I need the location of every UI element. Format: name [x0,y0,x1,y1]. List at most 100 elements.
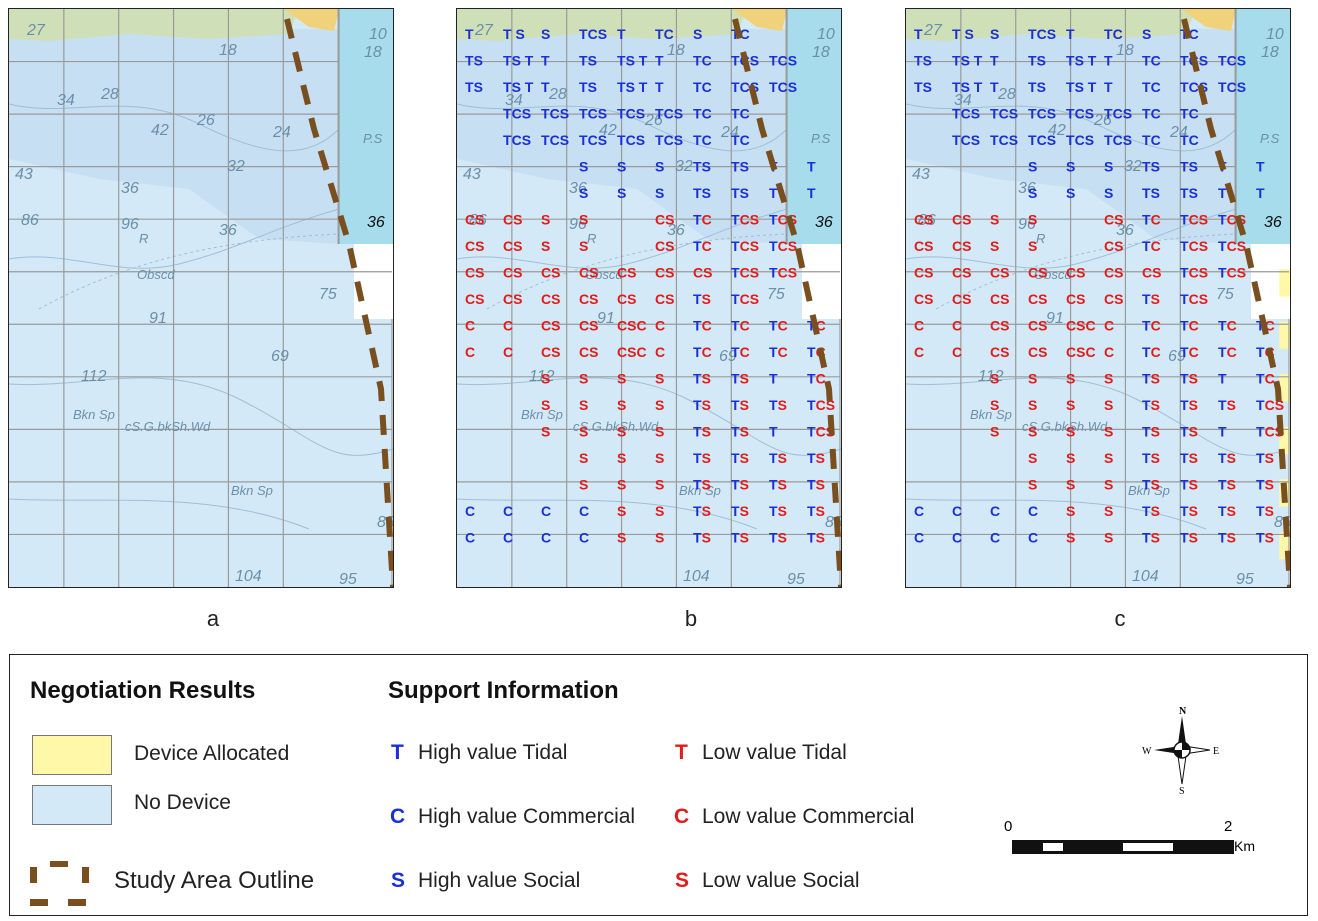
svg-text:S: S [1066,159,1075,175]
svg-text:24: 24 [720,124,739,141]
svg-text:TC: TC [807,371,826,387]
svg-text:36: 36 [1116,222,1134,239]
svg-text:TCS: TCS [769,79,797,95]
svg-text:CS: CS [579,318,598,334]
svg-text:CSC: CSC [617,344,647,360]
svg-text:26: 26 [1093,112,1112,129]
svg-text:36: 36 [219,222,237,239]
high-commercial-label: High value Commercial [418,805,636,828]
no-device-label: No Device [134,791,231,814]
svg-text:TC: TC [693,106,712,122]
svg-text:S: S [617,185,626,201]
low-commercial-label: Low value Commercial [702,805,915,828]
svg-text:S: S [541,238,550,254]
map-panel-c: 2718342826422432364386963691756911285104… [905,8,1291,588]
svg-text:24: 24 [272,124,291,141]
svg-text:TCS: TCS [1180,238,1208,254]
svg-text:CS: CS [579,265,598,281]
svg-text:S: S [990,212,999,228]
svg-text:CS: CS [914,238,933,254]
svg-text:TS: TS [579,53,597,69]
svg-text:CS: CS [1066,291,1085,307]
svg-text:S: S [541,397,550,413]
svg-text:S: S [541,212,550,228]
svg-text:TCS: TCS [1180,212,1208,228]
svg-text:TS: TS [693,477,711,493]
svg-text:TCS: TCS [731,265,759,281]
svg-text:36: 36 [1018,180,1036,197]
svg-text:CS: CS [503,238,522,254]
svg-text:T: T [769,185,778,201]
high-social-letter: S [391,869,406,892]
svg-text:36: 36 [815,214,833,231]
svg-text:C: C [503,503,513,519]
svg-text:C: C [952,318,962,334]
svg-text:TS: TS [693,185,711,201]
svg-text:TCS: TCS [1104,106,1132,122]
low-social-label: Low value Social [702,869,860,892]
svg-text:TCS: TCS [503,106,531,122]
svg-text:C: C [914,503,924,519]
svg-text:TS: TS [1256,450,1274,466]
svg-text:T: T [807,185,816,201]
compass-e: E [1213,746,1219,757]
svg-text:TS: TS [769,450,787,466]
svg-text:32: 32 [1124,158,1142,175]
svg-text:32: 32 [675,158,693,175]
svg-text:S: S [1028,212,1037,228]
support-information-title: Support Information [388,677,619,704]
svg-text:TS: TS [1142,530,1160,546]
svg-text:C: C [655,318,665,334]
svg-text:CS: CS [579,344,598,360]
svg-text:S: S [1104,450,1113,466]
svg-text:26: 26 [196,112,215,129]
svg-text:TCS: TCS [769,265,797,281]
svg-text:Bkn Sp: Bkn Sp [73,407,115,422]
svg-text:TS: TS [1218,503,1236,519]
svg-text:TS: TS [1142,450,1160,466]
svg-text:T: T [990,79,999,95]
svg-text:C: C [503,318,513,334]
svg-text:42: 42 [599,122,617,139]
svg-text:34: 34 [505,92,523,109]
svg-text:10: 10 [1266,26,1284,43]
svg-text:S: S [1104,185,1113,201]
svg-text:S: S [1066,503,1075,519]
svg-text:TS: TS [693,450,711,466]
legend-box: Negotiation Results Device Allocated No … [9,654,1308,916]
low-tidal-label: Low value Tidal [702,741,847,764]
svg-text:S: S [579,159,588,175]
svg-text:C: C [541,503,551,519]
compass-n: N [1179,706,1187,717]
svg-text:S: S [579,238,588,254]
svg-text:CS: CS [952,265,971,281]
svg-text:TCS: TCS [1218,238,1246,254]
study-area-outline-label: Study Area Outline [114,867,315,894]
svg-text:TS T: TS T [952,53,983,69]
svg-text:CS: CS [952,238,971,254]
svg-text:cS.G.bkSh.Wd: cS.G.bkSh.Wd [1022,419,1108,434]
map-panel-a: 2718342826422432364386963691756911285104… [8,8,394,588]
svg-text:TC: TC [1142,344,1161,360]
svg-text:C: C [914,344,924,360]
svg-text:S: S [1066,424,1075,440]
svg-text:TS: TS [1142,424,1160,440]
svg-text:T S: T S [503,26,525,42]
svg-text:95: 95 [339,571,357,587]
svg-text:CS: CS [655,238,674,254]
svg-text:TCS: TCS [1218,79,1246,95]
svg-text:TS: TS [1218,477,1236,493]
svg-text:96: 96 [1018,216,1036,233]
svg-text:TC: TC [1142,106,1161,122]
svg-text:TC: TC [769,344,788,360]
svg-text:T: T [807,159,816,175]
study-area-outline-icon [30,861,89,906]
svg-text:TS T: TS T [1066,79,1097,95]
svg-text:TS T: TS T [503,79,534,95]
svg-text:S: S [617,450,626,466]
svg-text:42: 42 [1048,122,1066,139]
svg-text:104: 104 [235,568,262,585]
svg-text:TS: TS [807,477,825,493]
svg-text:S: S [541,26,550,42]
svg-text:C: C [503,530,513,546]
